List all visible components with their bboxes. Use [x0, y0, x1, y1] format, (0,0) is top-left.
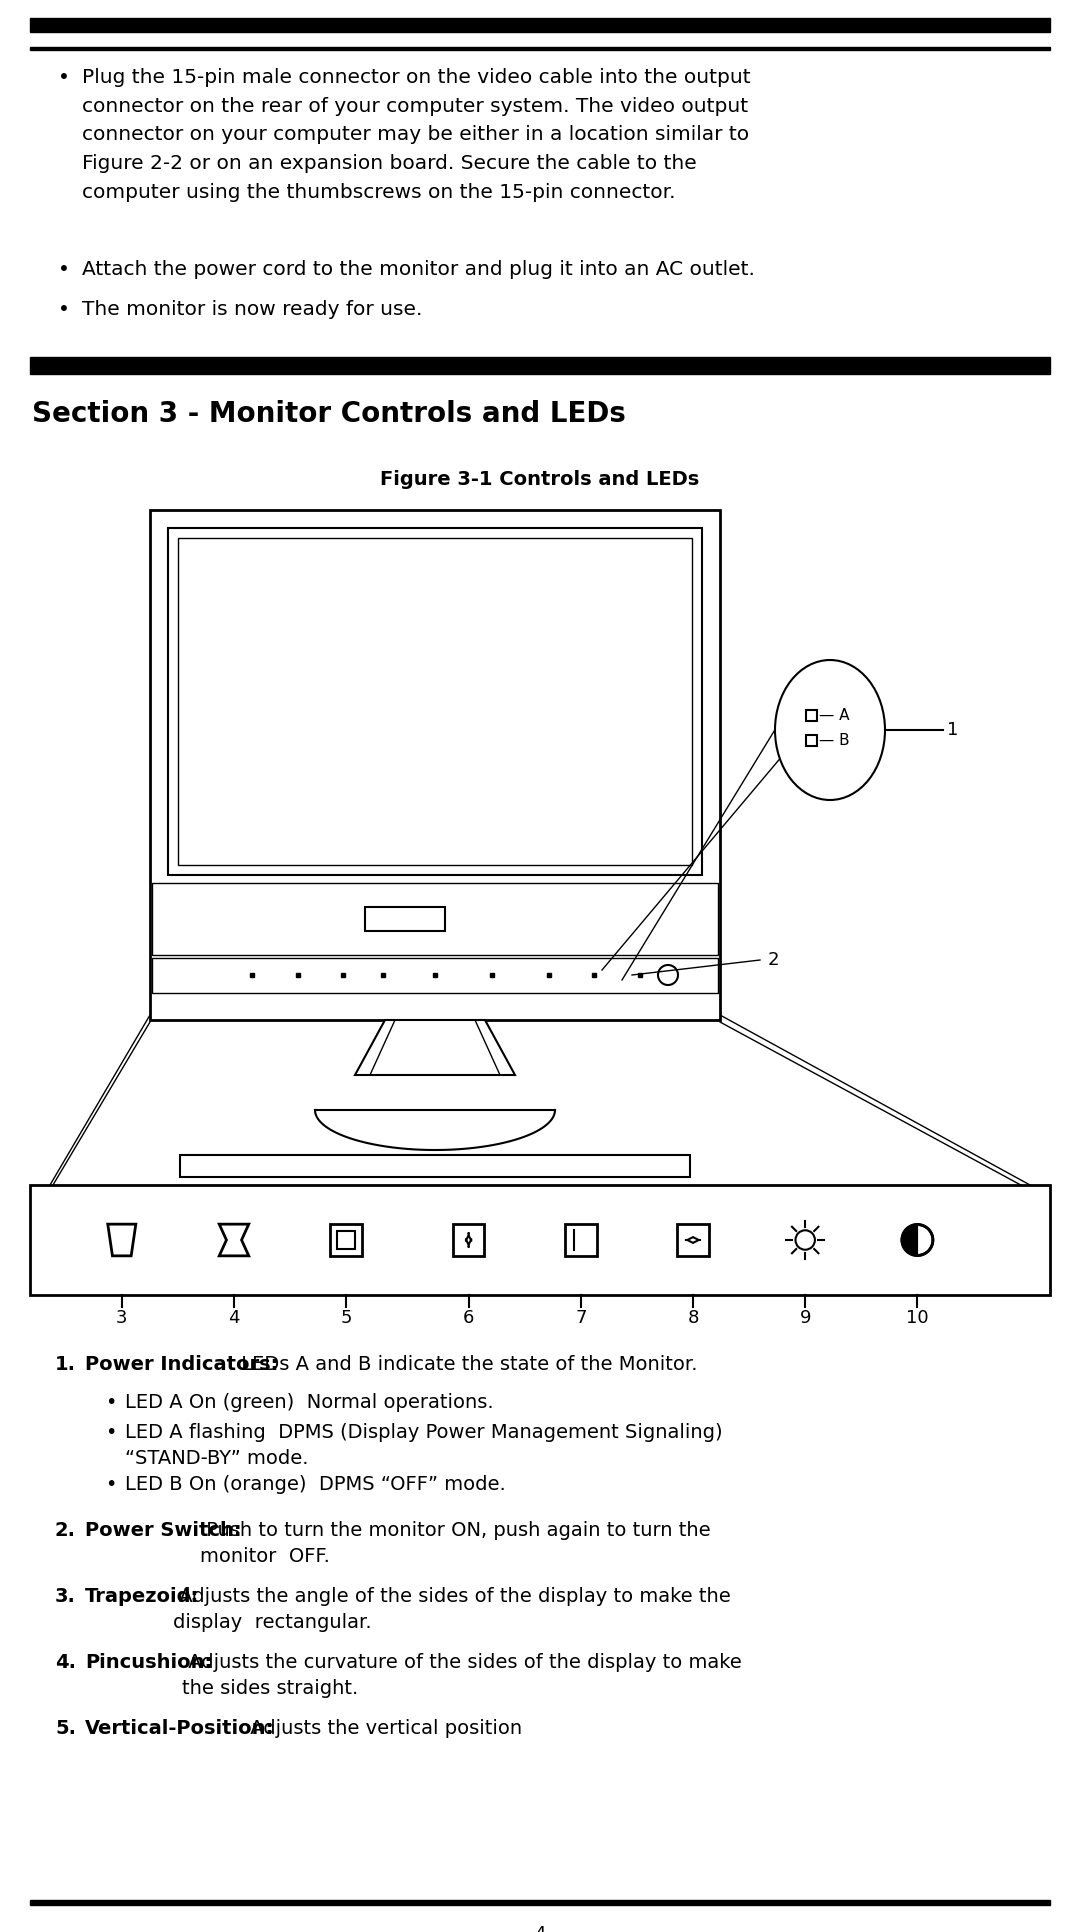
Bar: [30, 1899, 1050, 1905]
Bar: [30, 46, 1050, 50]
Text: 4.: 4.: [55, 1654, 76, 1671]
Ellipse shape: [775, 661, 885, 800]
Bar: [150, 510, 720, 1020]
Text: •: •: [105, 1424, 117, 1441]
Text: •: •: [105, 1474, 117, 1493]
Bar: [365, 906, 445, 931]
Text: 9: 9: [799, 1310, 811, 1327]
Text: 7: 7: [575, 1310, 586, 1327]
Bar: [30, 357, 1050, 359]
Polygon shape: [355, 1020, 515, 1074]
Bar: [152, 883, 718, 954]
Text: LED A On (green)  Normal operations.: LED A On (green) Normal operations.: [125, 1393, 494, 1412]
Text: Adjusts the vertical position: Adjusts the vertical position: [244, 1719, 522, 1739]
Text: •: •: [58, 261, 70, 278]
Text: Adjusts the curvature of the sides of the display to make
the sides straight.: Adjusts the curvature of the sides of th…: [183, 1654, 742, 1698]
Polygon shape: [902, 1225, 917, 1256]
Polygon shape: [108, 1225, 136, 1256]
Circle shape: [658, 964, 678, 985]
Text: The monitor is now ready for use.: The monitor is now ready for use.: [82, 299, 422, 319]
Bar: [677, 1225, 708, 1256]
Bar: [30, 1184, 1050, 1294]
Bar: [337, 1231, 355, 1248]
Circle shape: [796, 1231, 815, 1250]
Text: Figure 3-1 Controls and LEDs: Figure 3-1 Controls and LEDs: [380, 469, 700, 489]
Text: 1: 1: [947, 721, 958, 740]
Text: 2: 2: [768, 951, 780, 970]
Text: Power Indicators:: Power Indicators:: [85, 1354, 279, 1374]
Bar: [178, 537, 692, 866]
Bar: [806, 734, 816, 746]
Text: 4: 4: [228, 1310, 240, 1327]
Bar: [180, 1155, 690, 1177]
Text: LED B On (orange)  DPMS “OFF” mode.: LED B On (orange) DPMS “OFF” mode.: [125, 1474, 505, 1493]
Bar: [30, 17, 1050, 33]
Text: 5.: 5.: [55, 1719, 76, 1739]
Polygon shape: [219, 1225, 248, 1256]
Text: •: •: [58, 68, 70, 87]
Text: •: •: [105, 1393, 117, 1412]
Text: 5: 5: [340, 1310, 352, 1327]
Text: Adjusts the angle of the sides of the display to make the
display  rectangular.: Adjusts the angle of the sides of the di…: [173, 1586, 731, 1633]
Text: 10: 10: [906, 1310, 929, 1327]
Bar: [330, 1225, 362, 1256]
Text: Power Switch:: Power Switch:: [85, 1520, 242, 1540]
Bar: [30, 359, 1050, 375]
Bar: [152, 958, 718, 993]
Text: Trapezoid:: Trapezoid:: [85, 1586, 199, 1605]
Text: 4: 4: [535, 1924, 545, 1932]
Text: LED A flashing  DPMS (Display Power Management Signaling)
“STAND-BY” mode.: LED A flashing DPMS (Display Power Manag…: [125, 1424, 723, 1468]
Bar: [565, 1225, 596, 1256]
Polygon shape: [315, 1111, 555, 1150]
Text: LEDs A and B indicate the state of the Monitor.: LEDs A and B indicate the state of the M…: [235, 1354, 698, 1374]
Text: Attach the power cord to the monitor and plug it into an AC outlet.: Attach the power cord to the monitor and…: [82, 261, 755, 278]
Bar: [168, 527, 702, 875]
Bar: [453, 1225, 485, 1256]
Text: 2.: 2.: [55, 1520, 76, 1540]
Text: — B: — B: [819, 732, 850, 748]
Text: 3: 3: [116, 1310, 127, 1327]
Circle shape: [902, 1225, 933, 1256]
Text: •: •: [58, 299, 70, 319]
Text: 1.: 1.: [55, 1354, 76, 1374]
Bar: [806, 709, 816, 721]
Text: 8: 8: [687, 1310, 699, 1327]
Text: 6: 6: [463, 1310, 474, 1327]
Text: Push to turn the monitor ON, push again to turn the
monitor  OFF.: Push to turn the monitor ON, push again …: [200, 1520, 711, 1567]
Text: Section 3 - Monitor Controls and LEDs: Section 3 - Monitor Controls and LEDs: [32, 400, 626, 429]
Text: Vertical-Position:: Vertical-Position:: [85, 1719, 274, 1739]
Text: Pincushion:: Pincushion:: [85, 1654, 213, 1671]
Text: 3.: 3.: [55, 1586, 76, 1605]
Text: — A: — A: [819, 707, 850, 723]
Text: Plug the 15-pin male connector on the video cable into the output
connector on t: Plug the 15-pin male connector on the vi…: [82, 68, 751, 203]
